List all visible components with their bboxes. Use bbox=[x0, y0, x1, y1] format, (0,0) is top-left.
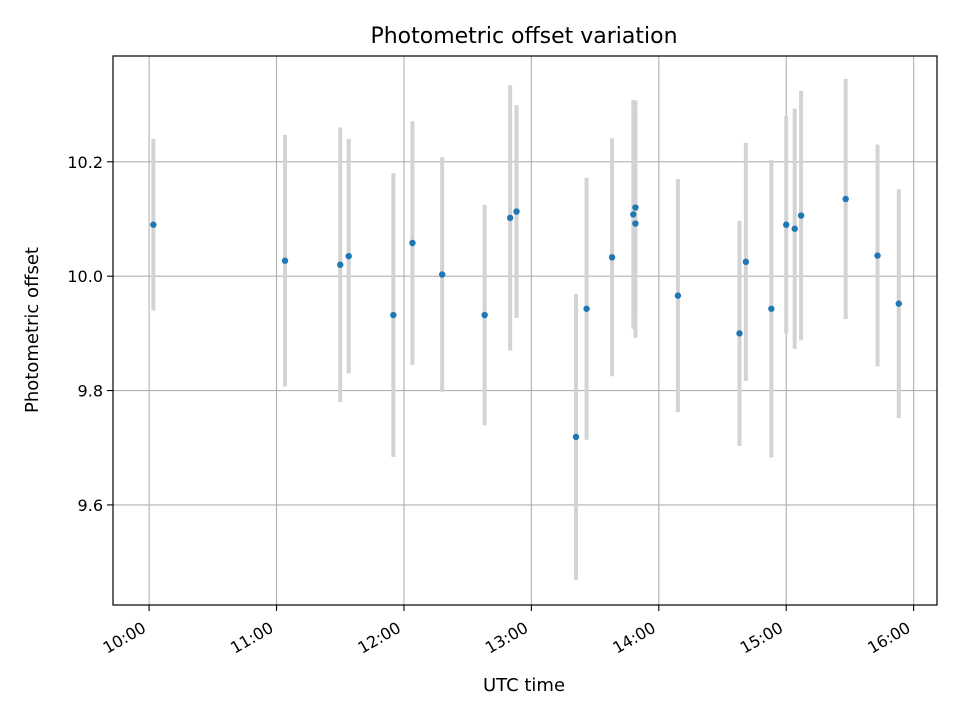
y-tick-label: 10.0 bbox=[67, 267, 103, 286]
data-point bbox=[632, 204, 639, 211]
data-point bbox=[630, 211, 637, 218]
x-tick-label: 14:00 bbox=[609, 618, 658, 658]
data-point bbox=[608, 254, 616, 261]
data-points bbox=[150, 195, 902, 441]
data-point bbox=[797, 212, 805, 219]
data-point bbox=[481, 311, 488, 319]
data-point bbox=[736, 330, 743, 337]
data-point bbox=[842, 195, 849, 203]
y-axis: 9.6 9.8 10.0 10.2 bbox=[67, 153, 113, 515]
data-point bbox=[874, 252, 881, 259]
x-axis-label: UTC time bbox=[483, 675, 565, 696]
y-axis-label: Photometric offset bbox=[22, 247, 43, 413]
y-tick-label: 10.2 bbox=[67, 153, 103, 172]
data-point bbox=[281, 257, 289, 264]
data-point bbox=[742, 258, 750, 266]
data-point bbox=[390, 311, 397, 319]
y-tick-label: 9.8 bbox=[78, 382, 103, 401]
x-tick-label: 12:00 bbox=[355, 618, 404, 658]
data-point bbox=[438, 271, 446, 278]
x-tick-label: 13:00 bbox=[482, 618, 531, 658]
x-axis: 10:00 11:00 12:00 13:00 14:00 15:00 16:00 bbox=[100, 605, 915, 658]
data-point bbox=[345, 252, 352, 260]
data-point bbox=[674, 292, 682, 299]
x-tick-label: 15:00 bbox=[737, 618, 786, 658]
x-tick-label: 10:00 bbox=[100, 618, 149, 658]
data-point bbox=[768, 305, 775, 312]
plot-area bbox=[112, 55, 938, 606]
x-tick-label: 11:00 bbox=[227, 618, 276, 658]
data-point bbox=[895, 300, 902, 307]
data-point bbox=[583, 305, 590, 312]
chart-title: Photometric offset variation bbox=[370, 24, 677, 49]
data-point bbox=[783, 221, 790, 228]
data-point bbox=[632, 220, 639, 227]
data-point bbox=[150, 221, 157, 228]
data-point bbox=[506, 214, 514, 222]
data-point bbox=[513, 208, 520, 215]
data-point bbox=[572, 433, 580, 441]
data-point bbox=[409, 239, 416, 247]
data-point bbox=[791, 225, 798, 232]
grid bbox=[113, 56, 937, 605]
x-tick-label: 16:00 bbox=[864, 618, 913, 658]
data-point bbox=[337, 261, 344, 268]
y-tick-label: 9.6 bbox=[78, 496, 103, 515]
